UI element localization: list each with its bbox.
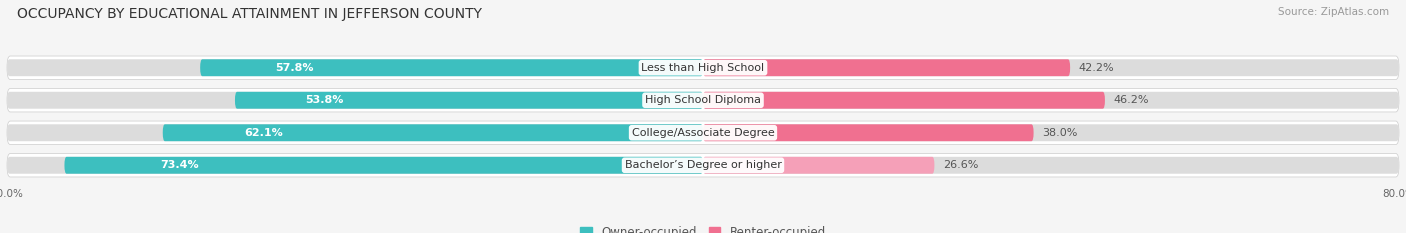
FancyBboxPatch shape (703, 157, 1399, 174)
FancyBboxPatch shape (7, 59, 703, 76)
Text: 73.4%: 73.4% (160, 160, 198, 170)
Legend: Owner-occupied, Renter-occupied: Owner-occupied, Renter-occupied (575, 221, 831, 233)
FancyBboxPatch shape (703, 124, 1399, 141)
Text: Bachelor’s Degree or higher: Bachelor’s Degree or higher (624, 160, 782, 170)
Text: 53.8%: 53.8% (305, 95, 343, 105)
Text: 62.1%: 62.1% (243, 128, 283, 138)
Text: College/Associate Degree: College/Associate Degree (631, 128, 775, 138)
FancyBboxPatch shape (163, 124, 703, 141)
Text: 42.2%: 42.2% (1078, 63, 1115, 73)
FancyBboxPatch shape (7, 157, 703, 174)
FancyBboxPatch shape (7, 56, 1399, 79)
FancyBboxPatch shape (7, 124, 703, 141)
FancyBboxPatch shape (703, 157, 935, 174)
FancyBboxPatch shape (703, 92, 1399, 109)
FancyBboxPatch shape (703, 92, 1105, 109)
FancyBboxPatch shape (65, 157, 703, 174)
Text: High School Diploma: High School Diploma (645, 95, 761, 105)
Text: 57.8%: 57.8% (276, 63, 314, 73)
Text: OCCUPANCY BY EDUCATIONAL ATTAINMENT IN JEFFERSON COUNTY: OCCUPANCY BY EDUCATIONAL ATTAINMENT IN J… (17, 7, 482, 21)
FancyBboxPatch shape (7, 92, 703, 109)
FancyBboxPatch shape (703, 124, 1033, 141)
FancyBboxPatch shape (7, 121, 1399, 144)
FancyBboxPatch shape (200, 59, 703, 76)
Text: 46.2%: 46.2% (1114, 95, 1149, 105)
FancyBboxPatch shape (7, 154, 1399, 177)
FancyBboxPatch shape (7, 89, 1399, 112)
Text: 38.0%: 38.0% (1042, 128, 1077, 138)
FancyBboxPatch shape (703, 59, 1070, 76)
FancyBboxPatch shape (235, 92, 703, 109)
FancyBboxPatch shape (703, 59, 1399, 76)
Text: 26.6%: 26.6% (943, 160, 979, 170)
Text: Source: ZipAtlas.com: Source: ZipAtlas.com (1278, 7, 1389, 17)
Text: Less than High School: Less than High School (641, 63, 765, 73)
